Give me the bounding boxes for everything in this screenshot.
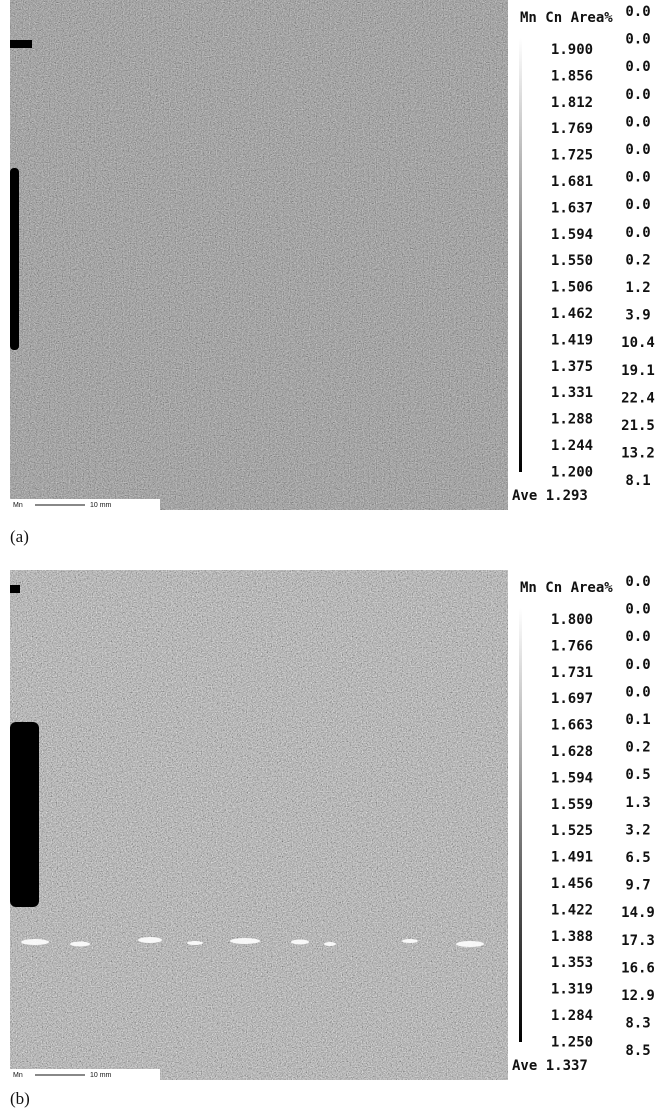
area-percent: 3.9 <box>625 308 650 324</box>
area-percent: 0.2 <box>625 252 650 268</box>
area-percent: 0.0 <box>625 225 650 241</box>
level-label: 1.731 <box>551 665 593 681</box>
level-label: 1.856 <box>551 68 593 84</box>
area-percent: 1.2 <box>625 280 650 296</box>
area-percent: 0.0 <box>625 87 650 103</box>
area-percent: 0.0 <box>625 142 650 158</box>
color-bar <box>519 38 522 472</box>
area-percent: 0.0 <box>625 574 650 590</box>
scale-bar-length: 10 mm <box>90 502 112 509</box>
area-percent: 8.1 <box>625 473 650 489</box>
area-percent: 0.2 <box>625 740 650 756</box>
level-label: 1.725 <box>551 148 593 164</box>
area-percent: 0.5 <box>625 767 650 783</box>
scale-bar-element: Mn <box>13 502 23 509</box>
area-percent: 19.1 <box>621 363 655 379</box>
area-percent: 1.3 <box>625 795 650 811</box>
area-percent: 8.5 <box>625 1043 650 1059</box>
panel-label: (b) <box>10 1089 30 1108</box>
level-label: 1.628 <box>551 744 593 760</box>
legend-header: Mn Cn Area% <box>520 580 613 596</box>
level-label: 1.288 <box>551 412 593 428</box>
area-percent: 0.0 <box>625 684 650 700</box>
level-label: 1.353 <box>551 955 593 971</box>
area-percent: 17.3 <box>621 933 655 949</box>
level-label: 1.766 <box>551 638 593 654</box>
level-label: 1.388 <box>551 929 593 945</box>
area-percent: 0.0 <box>625 629 650 645</box>
level-label: 1.419 <box>551 332 593 348</box>
area-percent: 0.0 <box>625 4 650 20</box>
map-image <box>10 570 508 1080</box>
area-percent: 9.7 <box>625 878 650 894</box>
area-percent: 0.0 <box>625 602 650 618</box>
area-percent: 0.0 <box>625 197 650 213</box>
area-percent: 0.0 <box>625 657 650 673</box>
area-percent: 14.9 <box>621 905 655 921</box>
area-percent: 3.2 <box>625 822 650 838</box>
area-percent: 6.5 <box>625 850 650 866</box>
level-label: 1.769 <box>551 121 593 137</box>
level-label: 1.594 <box>551 227 593 243</box>
area-percent: 0.0 <box>625 32 650 48</box>
area-percent: 0.0 <box>625 59 650 75</box>
level-label: 1.319 <box>551 982 593 998</box>
color-bar <box>519 608 522 1042</box>
level-label: 1.550 <box>551 253 593 269</box>
map-image <box>10 0 508 510</box>
figure: Mn 10 mm Mn Cn Area% 1.900 1.856 1.812 1.769 1.… <box>0 0 656 1111</box>
panel-label: (a) <box>10 527 29 546</box>
level-label: 1.250 <box>551 1034 593 1050</box>
level-label: 1.800 <box>551 612 593 628</box>
legend-header: Mn Cn Area% <box>520 10 613 26</box>
level-label: 1.491 <box>551 850 593 866</box>
level-label: 1.456 <box>551 876 593 892</box>
level-label: 1.200 <box>551 464 593 480</box>
level-label: 1.506 <box>551 280 593 296</box>
level-label: 1.663 <box>551 718 593 734</box>
level-label: 1.559 <box>551 797 593 813</box>
area-percent: 13.2 <box>621 446 655 462</box>
area-percent: 21.5 <box>621 418 655 434</box>
area-percent: 22.4 <box>621 390 655 406</box>
area-percent: 0.0 <box>625 170 650 186</box>
area-percent: 16.6 <box>621 960 655 976</box>
level-label: 1.637 <box>551 200 593 216</box>
area-percent: 12.9 <box>621 988 655 1004</box>
average: Ave 1.293 <box>512 488 588 504</box>
area-percent: 8.3 <box>625 1016 650 1032</box>
area-percent: 0.0 <box>625 114 650 130</box>
average: Ave 1.337 <box>512 1058 588 1074</box>
scale-bar-length: 10 mm <box>90 1072 112 1079</box>
level-label: 1.244 <box>551 438 593 454</box>
area-percent: 10.4 <box>621 335 655 351</box>
level-label: 1.375 <box>551 359 593 375</box>
level-label: 1.284 <box>551 1008 593 1024</box>
level-label: 1.900 <box>551 42 593 58</box>
level-label: 1.594 <box>551 770 593 786</box>
level-label: 1.812 <box>551 95 593 111</box>
level-label: 1.331 <box>551 385 593 401</box>
level-label: 1.525 <box>551 823 593 839</box>
area-percent: 0.1 <box>625 712 650 728</box>
level-label: 1.462 <box>551 306 593 322</box>
level-label: 1.697 <box>551 691 593 707</box>
scale-bar-element: Mn <box>13 1072 23 1079</box>
level-label: 1.681 <box>551 174 593 190</box>
level-label: 1.422 <box>551 902 593 918</box>
